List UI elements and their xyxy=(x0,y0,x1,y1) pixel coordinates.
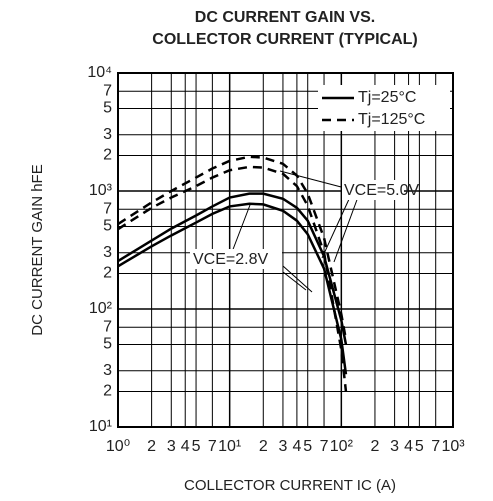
leader-line xyxy=(279,170,346,189)
plot-frame xyxy=(117,72,454,428)
grid xyxy=(117,72,454,428)
chart-title: DC CURRENT GAIN VS. xyxy=(195,9,375,26)
x-tick-label: 7 xyxy=(208,438,217,455)
y-tick-label: 7 xyxy=(103,82,112,99)
leader-line xyxy=(231,204,251,253)
x-tick-label: 5 xyxy=(415,438,424,455)
x-tick-label: 2 xyxy=(259,438,268,455)
y-tick-label: 2 xyxy=(103,147,112,164)
x-tick-label: 4 xyxy=(181,438,190,455)
y-tick-label: 10² xyxy=(89,300,113,317)
curves xyxy=(117,155,348,392)
annotation-bg xyxy=(342,180,404,200)
x-tick-label: 10¹ xyxy=(218,438,241,455)
x-tick-label: 3 xyxy=(390,438,399,455)
y-tick-label: 10⁴ xyxy=(87,64,112,81)
leader-line xyxy=(282,265,313,293)
annotation-bg xyxy=(190,249,282,269)
leader-line xyxy=(282,271,307,291)
y-tick-label: 5 xyxy=(103,100,112,117)
leader-line xyxy=(321,196,351,259)
curve xyxy=(117,155,348,340)
y-tick-label: 2 xyxy=(103,265,112,282)
annotation: VCE=5.0V xyxy=(344,182,419,199)
curve xyxy=(117,192,348,345)
leaders xyxy=(231,170,359,293)
x-tick-label: 5 xyxy=(303,438,312,455)
legend: Tj=25°C Tj=125°C xyxy=(322,89,425,128)
legend-label: Tj=25°C xyxy=(358,89,416,106)
x-tick-label: 2 xyxy=(370,438,379,455)
x-tick-label: 4 xyxy=(292,438,301,455)
x-tick-label: 2 xyxy=(147,438,156,455)
x-tick-label: 4 xyxy=(404,438,413,455)
y-tick-label: 5 xyxy=(103,218,112,235)
x-tick-label: 5 xyxy=(192,438,201,455)
legend-label: Tj=125°C xyxy=(358,111,425,128)
y-tick-label: 7 xyxy=(103,200,112,217)
leader-line xyxy=(333,196,359,263)
y-tick-label: 3 xyxy=(103,362,112,379)
x-tick-label: 3 xyxy=(278,438,287,455)
x-tick-label: 10⁰ xyxy=(106,438,130,455)
x-axis-label: COLLECTOR CURRENT IC (A) xyxy=(184,477,396,494)
annotation: VCE=2.8V xyxy=(193,251,268,268)
x-tick-label: 7 xyxy=(431,438,440,455)
chart-title: COLLECTOR CURRENT (TYPICAL) xyxy=(152,31,417,48)
y-tick-label: 3 xyxy=(103,244,112,261)
y-tick-label: 5 xyxy=(103,336,112,353)
curve xyxy=(117,165,348,392)
x-tick-label: 10² xyxy=(330,438,354,455)
y-tick-label: 2 xyxy=(103,383,112,400)
x-tick-label: 3 xyxy=(167,438,176,455)
curve xyxy=(117,202,348,375)
y-tick-label: 10¹ xyxy=(89,418,112,435)
legend-box xyxy=(318,85,450,131)
y-tick-label: 3 xyxy=(103,126,112,143)
y-axis-label: DC CURRENT GAIN hFE xyxy=(29,164,46,335)
y-tick-label: 10³ xyxy=(89,182,113,199)
x-tick-label: 10³ xyxy=(441,438,465,455)
x-tick-label: 7 xyxy=(320,438,329,455)
y-tick-label: 7 xyxy=(103,318,112,335)
